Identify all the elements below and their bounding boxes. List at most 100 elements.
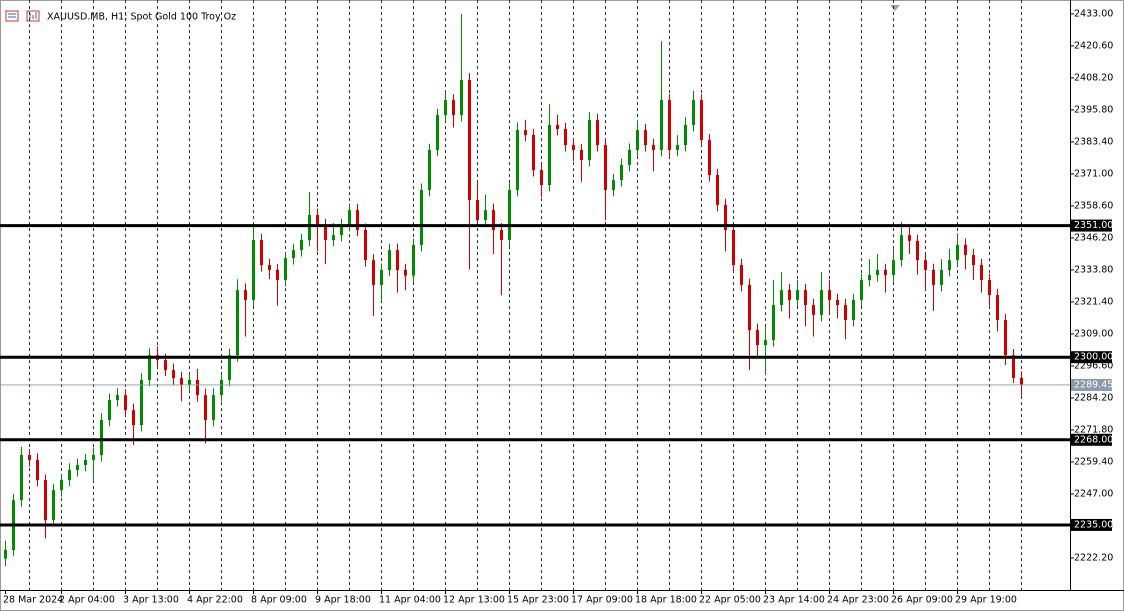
candle-body xyxy=(636,130,639,150)
y-tick-label: 2383.40 xyxy=(1074,136,1113,147)
x-tick-label: 18 Apr 18:00 xyxy=(635,595,697,606)
candle-body xyxy=(716,174,719,205)
candle-body xyxy=(596,120,599,146)
level-label: 2351.00 xyxy=(1074,220,1113,231)
y-tick-label: 2420.60 xyxy=(1074,40,1113,51)
candle-body xyxy=(700,100,703,141)
candle-body xyxy=(284,258,287,281)
candle-body xyxy=(60,480,63,491)
candle-body xyxy=(404,269,407,276)
candle-body xyxy=(780,290,783,306)
candle-body xyxy=(268,265,271,270)
y-tick-label: 2247.00 xyxy=(1074,488,1113,499)
x-tick-label: 23 Apr 14:00 xyxy=(763,595,825,606)
candle-body xyxy=(548,124,551,186)
x-tick-label: 17 Apr 09:00 xyxy=(571,595,633,606)
candle-body xyxy=(868,275,871,281)
candle-body xyxy=(524,130,527,135)
candle-body xyxy=(644,130,647,146)
y-tick-label: 2284.20 xyxy=(1074,392,1113,403)
y-tick-label: 2333.80 xyxy=(1074,264,1113,275)
candle-body xyxy=(340,225,343,236)
candle-body xyxy=(924,260,927,270)
candle-body xyxy=(412,244,415,276)
candle-body xyxy=(316,214,319,226)
icon-list[interactable] xyxy=(5,10,19,22)
candle-body xyxy=(324,225,327,241)
candle-body xyxy=(292,250,295,259)
y-tick-label: 2271.80 xyxy=(1074,424,1113,435)
candle-body xyxy=(628,149,631,165)
candle-body xyxy=(652,145,655,150)
candle-body xyxy=(388,250,391,270)
candle-body xyxy=(332,235,335,241)
candle-body xyxy=(564,129,567,146)
candle-body xyxy=(420,189,423,245)
candle-body xyxy=(444,100,447,116)
x-tick-label: 24 Apr 23:00 xyxy=(827,595,889,606)
candle-body xyxy=(772,305,775,341)
candle-body xyxy=(988,280,991,295)
candle-body xyxy=(508,189,511,241)
level-label: 2268.00 xyxy=(1074,434,1113,445)
y-tick-label: 2395.80 xyxy=(1074,104,1113,115)
candle-body xyxy=(476,200,479,221)
candle-body xyxy=(996,295,999,321)
candle-body xyxy=(796,290,799,300)
candle-body xyxy=(836,299,839,306)
candle-body xyxy=(28,455,31,460)
candle-body xyxy=(724,204,727,230)
candle-body xyxy=(516,130,519,190)
candle-body xyxy=(852,299,855,321)
candle-body xyxy=(380,269,383,285)
candle-body xyxy=(956,244,959,261)
candle-body xyxy=(860,280,863,300)
y-tick-label: 2358.60 xyxy=(1074,200,1113,211)
candle-body xyxy=(252,240,255,300)
candle-body xyxy=(108,400,111,420)
candle-body xyxy=(908,235,911,241)
x-tick-label: 26 Apr 09:00 xyxy=(891,595,953,606)
candle-body xyxy=(692,100,695,125)
level-label-box xyxy=(1071,219,1112,232)
candle-body xyxy=(36,459,39,481)
shift-marker[interactable] xyxy=(890,5,900,11)
candle-body xyxy=(932,269,935,285)
candle-body xyxy=(116,395,119,401)
candle-body xyxy=(580,149,583,161)
candle-body xyxy=(164,360,167,371)
candle-body xyxy=(892,260,895,276)
candle-body xyxy=(876,269,879,276)
candle-body xyxy=(572,145,575,150)
candle-body xyxy=(820,290,823,315)
candle-body xyxy=(492,210,495,230)
y-tick-label: 2346.20 xyxy=(1074,232,1113,243)
candle-body xyxy=(260,240,263,266)
candle-body xyxy=(300,240,303,251)
x-tick-label: 22 Apr 05:00 xyxy=(699,595,761,606)
candle-body xyxy=(20,455,23,501)
candle-body xyxy=(732,229,735,266)
y-tick-label: 2321.40 xyxy=(1074,296,1113,307)
candle-body xyxy=(236,290,239,356)
candle-body xyxy=(940,269,943,285)
y-tick-label: 2309.00 xyxy=(1074,328,1113,339)
toolbar-icons[interactable] xyxy=(5,10,40,22)
candle-body xyxy=(660,100,663,150)
bid-label: 2289.45 xyxy=(1074,379,1113,390)
candle-body xyxy=(676,145,679,150)
candle-body xyxy=(604,145,607,190)
candle-body xyxy=(396,250,399,270)
candle-body xyxy=(44,480,47,521)
candle-body xyxy=(188,379,191,386)
candle-body xyxy=(900,235,903,261)
x-tick-label: 2 Apr 04:00 xyxy=(59,595,115,606)
x-tick-label: 4 Apr 22:00 xyxy=(187,595,243,606)
candle-body xyxy=(764,340,767,346)
y-tick-label: 2433.00 xyxy=(1074,8,1113,19)
candle-body xyxy=(812,305,815,315)
y-tick-label: 2259.40 xyxy=(1074,456,1113,467)
candle-body xyxy=(980,265,983,281)
